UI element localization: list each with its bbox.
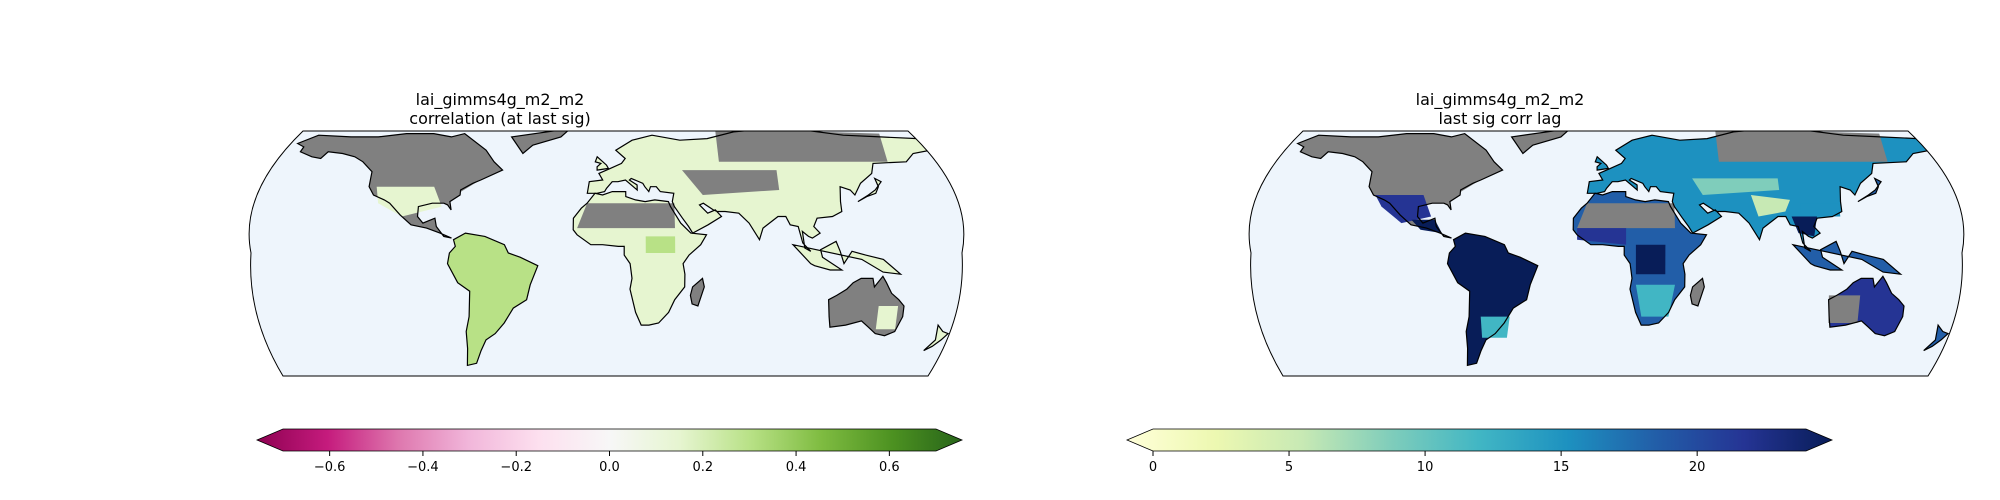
region-patch (1577, 203, 1675, 229)
colorbar-tick-label: 0.0 (599, 460, 620, 475)
region-patch (376, 186, 442, 217)
coastline-japan (857, 177, 882, 203)
region-patch (1692, 178, 1780, 195)
colorbar-tick-label: 0 (1149, 460, 1157, 475)
coastline-madagascar (1689, 277, 1705, 307)
coastline-northAmerica (1296, 132, 1504, 239)
coastline-madagascar (689, 277, 705, 307)
landmass-uk (595, 156, 609, 171)
coastline-uk (1594, 155, 1610, 171)
coastline-africa (1572, 191, 1708, 326)
colorbar-group: −0.6 −0.4 −0.2 0.0 0.2 0.4 0.6 (255, 428, 964, 475)
map-title: lai_gimms4g_m2_m2 last sig corr lag (1000, 90, 2000, 128)
lag-map-panel: lai_gimms4g_m2_m2 last sig corr lag 0 5 10… (1000, 0, 2000, 500)
coastline-japan (1857, 177, 1882, 203)
land-group (1296, 131, 1950, 367)
region-patch (645, 236, 676, 253)
region-patch (1411, 219, 1442, 234)
colorbar-tick-label: 0.4 (786, 460, 807, 475)
coastline-australia (827, 275, 905, 337)
colorbar-tick-label: 5 (1285, 460, 1293, 475)
coastline-northAmerica (296, 132, 504, 239)
land-group (296, 131, 950, 367)
region-patch (875, 306, 899, 330)
landmass-southAmerica (1447, 233, 1538, 366)
coastline-greenland (1510, 131, 1573, 155)
landmass-madagascar (1690, 278, 1705, 306)
coastline-indonesia (1791, 240, 1903, 276)
colorbar-tick-label: −0.6 (314, 460, 346, 475)
correlation-colorbar: −0.6 −0.4 −0.2 0.0 0.2 0.4 0.6 (255, 428, 964, 475)
region-patch (1750, 195, 1790, 217)
region-patch (1480, 316, 1510, 338)
coastline-southAmerica (446, 232, 539, 367)
map-title: lai_gimms4g_m2_m2 correlation (at last s… (0, 90, 1000, 128)
colorbar-tick-label: 15 (1553, 460, 1570, 475)
colorbar-gradient (1125, 428, 1834, 452)
coastline-africa (572, 191, 708, 326)
coastline-uk (594, 155, 610, 171)
colorbar-tick-label: 0.2 (692, 460, 713, 475)
colorbar-gradient (255, 428, 964, 452)
map-frame (248, 130, 965, 377)
landmass-uk (1595, 156, 1609, 171)
region-patch (1828, 295, 1861, 323)
coastline-nz (923, 323, 950, 352)
colorbar-group: 0 5 10 15 20 (1125, 428, 1834, 475)
colorbar-tick-label: 20 (1689, 460, 1706, 475)
colorbar-tick-label: 0.6 (879, 460, 900, 475)
map-group (248, 130, 965, 377)
colorbar-tick-label: −0.4 (407, 460, 439, 475)
coastline-europeAsia (1586, 131, 1941, 252)
region-patch (1635, 284, 1675, 317)
landmass-madagascar (690, 278, 705, 306)
map-subtitle: correlation (at last sig) (409, 109, 591, 128)
region-patch (715, 131, 888, 162)
region-patch (838, 295, 876, 321)
region-patch (1577, 228, 1627, 245)
lag-map (1248, 130, 1965, 377)
correlation-map-panel: lai_gimms4g_m2_m2 correlation (at last s… (0, 90, 1000, 475)
region-patch (682, 170, 780, 195)
region-patch (1635, 244, 1666, 275)
colorbar-tick-label: 10 (1417, 460, 1434, 475)
region-patch (577, 203, 675, 229)
coastline-southAmerica (1446, 232, 1539, 367)
region-patch (485, 263, 529, 306)
coastline-nz (1923, 323, 1950, 352)
coastline-greenland (510, 131, 573, 155)
region-patch (1800, 203, 1841, 217)
map-frame (1248, 130, 1965, 377)
map-subtitle: last sig corr lag (1438, 109, 1562, 128)
colorbar-tick-label: −0.2 (500, 460, 532, 475)
lag-colorbar: 0 5 10 15 20 (1125, 428, 1834, 475)
map-title-line-1: lai_gimms4g_m2_m2 (1415, 90, 1585, 109)
map-title-line-1: lai_gimms4g_m2_m2 (415, 90, 585, 109)
map-group (1248, 130, 1965, 377)
region-patch (1715, 131, 1888, 162)
region-patch (1791, 216, 1817, 237)
coastline-europeAsia (586, 131, 941, 252)
correlation-map (248, 130, 965, 377)
coastline-australia (1827, 275, 1905, 337)
coastline-indonesia (791, 240, 903, 276)
